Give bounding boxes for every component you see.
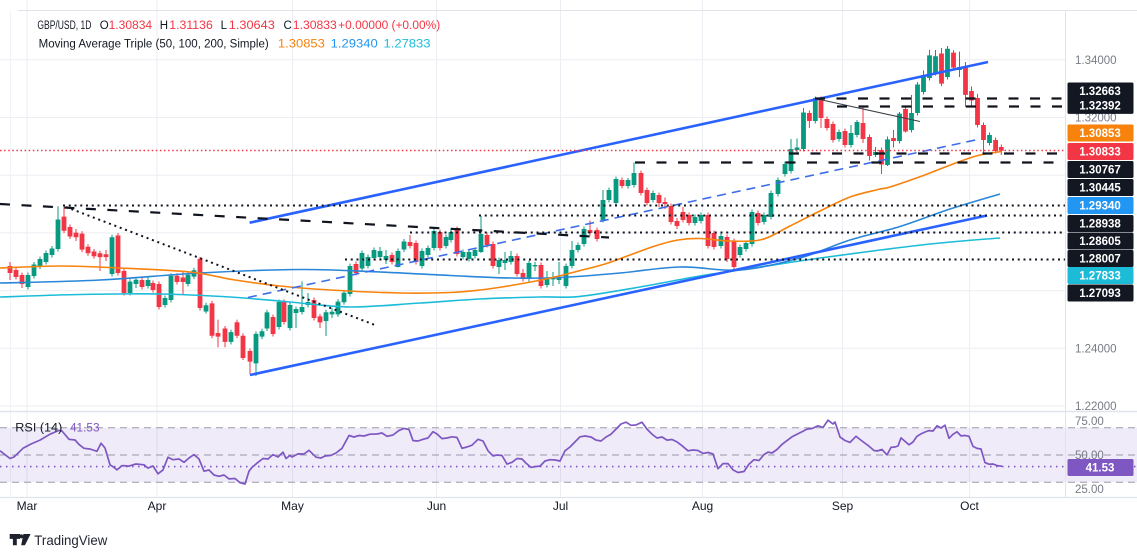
svg-text:Jun: Jun bbox=[427, 499, 446, 513]
svg-text:1.29340: 1.29340 bbox=[331, 39, 378, 51]
svg-text:1.28007: 1.28007 bbox=[1079, 254, 1121, 266]
svg-text:1.29340: 1.29340 bbox=[1079, 201, 1121, 213]
svg-text:Aug: Aug bbox=[692, 499, 713, 513]
svg-text:75.00: 75.00 bbox=[1075, 416, 1104, 428]
svg-text:1.30834: 1.30834 bbox=[109, 20, 153, 32]
svg-text:41.53: 41.53 bbox=[70, 423, 100, 435]
svg-text:1.22000: 1.22000 bbox=[1075, 401, 1117, 413]
svg-text:O: O bbox=[100, 20, 109, 32]
svg-text:+0.00000 (+0.00%): +0.00000 (+0.00%) bbox=[338, 20, 440, 32]
svg-text:41.53: 41.53 bbox=[1086, 463, 1115, 475]
svg-text:25.00: 25.00 bbox=[1075, 484, 1104, 496]
svg-text:1.30643: 1.30643 bbox=[229, 20, 275, 32]
svg-text:Apr: Apr bbox=[148, 499, 167, 513]
svg-text:1.27833: 1.27833 bbox=[1079, 271, 1121, 283]
svg-text:1.28938: 1.28938 bbox=[1079, 219, 1121, 231]
svg-text:1.27833: 1.27833 bbox=[384, 39, 431, 51]
svg-text:1.30767: 1.30767 bbox=[1079, 165, 1121, 177]
svg-text:Oct: Oct bbox=[960, 499, 979, 513]
svg-text:1.30833: 1.30833 bbox=[1079, 147, 1121, 159]
svg-text:1.32392: 1.32392 bbox=[1079, 100, 1121, 112]
svg-text:1.28605: 1.28605 bbox=[1079, 236, 1121, 248]
svg-text:C: C bbox=[284, 20, 292, 32]
svg-text:L: L bbox=[221, 20, 228, 32]
svg-text:1.27093: 1.27093 bbox=[1079, 288, 1121, 300]
svg-text:1.30853: 1.30853 bbox=[1079, 128, 1121, 140]
svg-text:1.30833: 1.30833 bbox=[293, 20, 337, 32]
svg-text:1.30445: 1.30445 bbox=[1079, 183, 1121, 195]
svg-text:1.34000: 1.34000 bbox=[1075, 55, 1117, 67]
svg-text:Mar: Mar bbox=[17, 499, 38, 513]
svg-text:Moving Average Triple (50, 100: Moving Average Triple (50, 100, 200, Sim… bbox=[39, 39, 269, 51]
svg-text:Sep: Sep bbox=[832, 499, 854, 513]
svg-text:1.32663: 1.32663 bbox=[1079, 86, 1121, 98]
svg-text:1.32000: 1.32000 bbox=[1075, 113, 1117, 125]
svg-text:1.24000: 1.24000 bbox=[1075, 343, 1117, 355]
svg-text:TradingView: TradingView bbox=[34, 532, 108, 548]
svg-text:H: H bbox=[160, 20, 168, 32]
svg-text:May: May bbox=[281, 499, 304, 513]
svg-text:1.30853: 1.30853 bbox=[278, 39, 325, 51]
svg-text:GBP/USD, 1D: GBP/USD, 1D bbox=[37, 20, 91, 32]
svg-text:RSI (14): RSI (14) bbox=[15, 423, 62, 435]
svg-text:Jul: Jul bbox=[553, 499, 568, 513]
svg-text:1.31136: 1.31136 bbox=[169, 20, 213, 32]
